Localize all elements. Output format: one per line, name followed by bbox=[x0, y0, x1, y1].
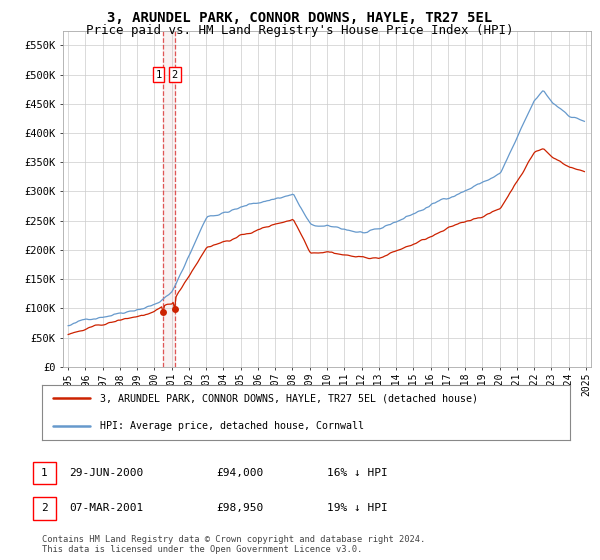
Point bbox=[158, 307, 168, 316]
Text: 07-MAR-2001: 07-MAR-2001 bbox=[69, 503, 143, 514]
Text: 1: 1 bbox=[155, 69, 162, 80]
Text: Contains HM Land Registry data © Crown copyright and database right 2024.
This d: Contains HM Land Registry data © Crown c… bbox=[42, 535, 425, 554]
Text: 2: 2 bbox=[172, 69, 178, 80]
Text: Price paid vs. HM Land Registry's House Price Index (HPI): Price paid vs. HM Land Registry's House … bbox=[86, 24, 514, 36]
Text: 29-JUN-2000: 29-JUN-2000 bbox=[69, 468, 143, 478]
Text: 1: 1 bbox=[41, 468, 48, 478]
Text: 3, ARUNDEL PARK, CONNOR DOWNS, HAYLE, TR27 5EL: 3, ARUNDEL PARK, CONNOR DOWNS, HAYLE, TR… bbox=[107, 11, 493, 25]
Point bbox=[170, 305, 179, 314]
Text: £98,950: £98,950 bbox=[216, 503, 263, 514]
Text: 3, ARUNDEL PARK, CONNOR DOWNS, HAYLE, TR27 5EL (detached house): 3, ARUNDEL PARK, CONNOR DOWNS, HAYLE, TR… bbox=[100, 394, 478, 403]
Text: HPI: Average price, detached house, Cornwall: HPI: Average price, detached house, Corn… bbox=[100, 421, 364, 431]
Bar bbox=[163, 31, 175, 367]
Text: £94,000: £94,000 bbox=[216, 468, 263, 478]
Text: 16% ↓ HPI: 16% ↓ HPI bbox=[327, 468, 388, 478]
Text: 2: 2 bbox=[41, 503, 48, 514]
Text: 19% ↓ HPI: 19% ↓ HPI bbox=[327, 503, 388, 514]
